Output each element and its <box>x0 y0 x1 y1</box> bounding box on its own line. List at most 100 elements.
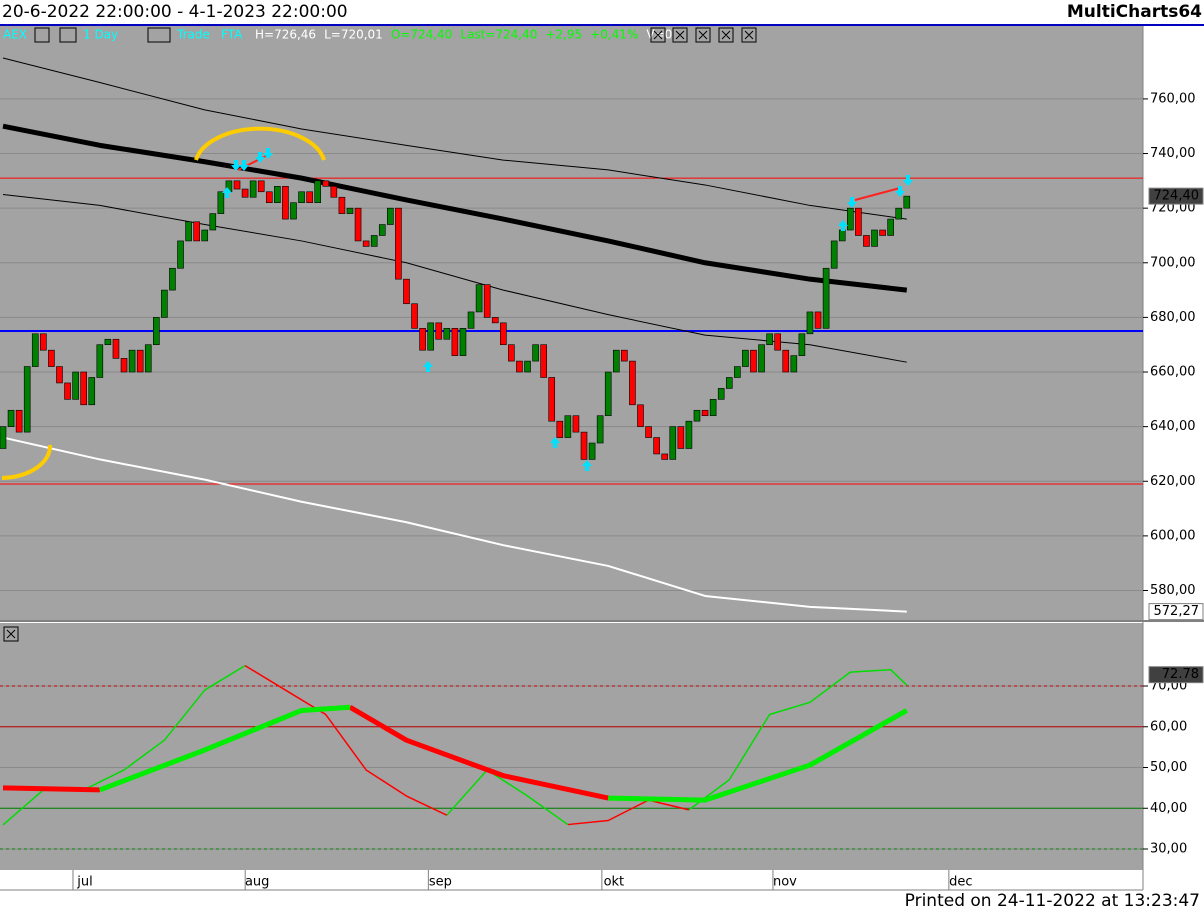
range-button[interactable] <box>147 27 171 43</box>
price-pane <box>0 26 1143 620</box>
candle <box>7 409 15 427</box>
candle <box>104 338 112 346</box>
candle <box>96 344 104 378</box>
y-tick-label: 700,00 <box>1150 255 1196 270</box>
y-tick-label: 740,00 <box>1150 146 1196 161</box>
candle <box>362 240 370 247</box>
signal-arrows <box>222 148 913 471</box>
candle <box>661 453 669 460</box>
candle <box>645 426 652 438</box>
candle <box>548 377 556 422</box>
candle <box>822 267 830 329</box>
candle <box>88 377 96 406</box>
candle <box>895 207 903 220</box>
candle <box>217 191 225 214</box>
candle <box>500 322 507 346</box>
price-label: 724,40 <box>1154 189 1200 204</box>
indicator-line <box>98 704 909 803</box>
close-button[interactable] <box>672 27 688 43</box>
candle <box>685 420 693 449</box>
candle <box>136 349 144 373</box>
interval-button[interactable] <box>59 27 77 43</box>
candle <box>621 349 628 362</box>
y-tick-label: 660,00 <box>1150 365 1196 380</box>
study-buttons <box>650 27 757 43</box>
x-tick-label: jul <box>76 875 92 890</box>
candle <box>629 360 636 406</box>
candle <box>903 195 911 209</box>
y-tick-label: 40,00 <box>1150 801 1187 816</box>
candle <box>403 278 410 305</box>
candle <box>298 191 305 203</box>
close-button[interactable] <box>650 27 666 43</box>
trend-line <box>854 187 901 201</box>
candle <box>209 213 217 231</box>
candle <box>516 360 523 373</box>
candle <box>693 409 701 422</box>
candle <box>459 328 467 356</box>
candle <box>806 311 814 335</box>
candle <box>387 207 394 225</box>
stat: L=720,01 <box>324 28 383 42</box>
candle <box>491 317 499 324</box>
exchange: FTA <box>221 28 243 42</box>
symbol-bar: AEX 1 Day Trade FTA H=726,46 L=720,01 O=72… <box>3 27 757 642</box>
down-arrow <box>231 160 241 171</box>
candle <box>580 431 588 460</box>
stats: H=726,46 L=720,01 O=724,40 Last=724,40 +2,95… <box>255 28 672 42</box>
candle <box>524 360 531 373</box>
highlight-arc <box>194 126 326 161</box>
candle <box>798 333 806 356</box>
candle <box>814 311 822 329</box>
price-label: 572,27 <box>1154 604 1200 619</box>
down-arrow <box>895 186 905 197</box>
candle <box>847 207 854 231</box>
candle <box>467 311 475 329</box>
candle <box>378 224 386 236</box>
candle <box>637 404 644 427</box>
x-tick-label: sep <box>429 875 452 890</box>
chart-layer: 580,00 600,00 620,00 640,00 660,00 680,00 700,… <box>0 57 1204 890</box>
close-icon <box>6 629 16 639</box>
candle <box>346 207 354 214</box>
stat: +2,95 <box>545 28 582 42</box>
candle <box>427 322 434 351</box>
down-arrow <box>903 175 913 186</box>
close-button[interactable] <box>741 27 757 43</box>
dropdown-button[interactable] <box>34 27 50 43</box>
down-arrow <box>255 152 265 163</box>
moving-average <box>2 194 907 363</box>
candle <box>161 289 168 318</box>
candle <box>112 338 120 359</box>
candle <box>717 388 725 400</box>
symbol: AEX <box>3 28 27 42</box>
candle <box>604 371 612 417</box>
candle <box>153 317 160 346</box>
y-tick-label: 60,00 <box>1150 719 1187 734</box>
data-type: Trade <box>176 28 210 42</box>
close-button[interactable] <box>718 27 734 43</box>
candle <box>31 333 39 367</box>
y-tick-label: 620,00 <box>1150 474 1196 489</box>
candle <box>443 328 451 340</box>
candle <box>734 366 741 378</box>
candle <box>274 186 281 203</box>
annotations <box>1 126 913 480</box>
candle <box>758 344 765 373</box>
candle <box>144 344 152 373</box>
candle <box>354 207 362 242</box>
highlight-arc <box>1 444 53 480</box>
pane-close-button[interactable] <box>3 626 19 642</box>
indicator-pane <box>0 623 1143 870</box>
candle <box>790 355 798 373</box>
close-button[interactable] <box>695 27 711 43</box>
candle <box>241 188 249 198</box>
y-tick-label: 680,00 <box>1150 310 1196 325</box>
candle <box>314 180 322 203</box>
candle <box>838 229 846 242</box>
x-tick-label: nov <box>773 875 797 890</box>
candle <box>750 349 757 373</box>
print-footer: Printed on 24-11-2022 at 13:23:47 <box>905 891 1200 911</box>
candle <box>80 371 87 406</box>
